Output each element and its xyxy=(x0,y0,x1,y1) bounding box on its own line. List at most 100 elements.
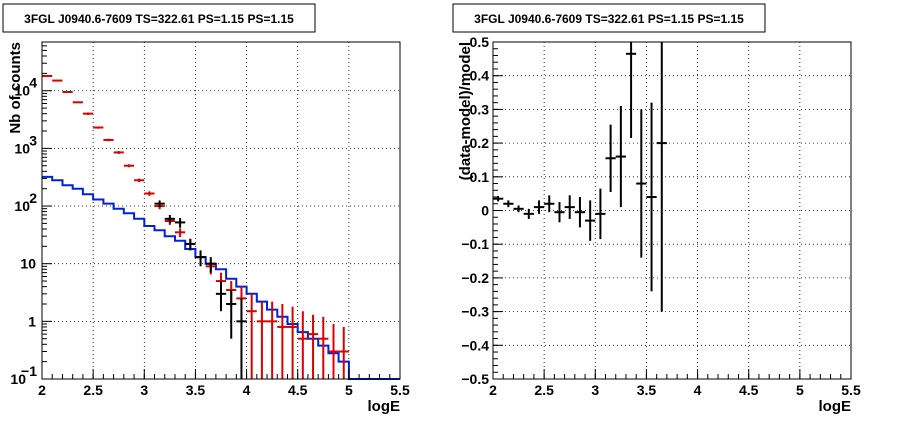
left-black-point xyxy=(215,281,227,312)
left-black-point xyxy=(185,238,196,251)
left-grid xyxy=(42,42,400,379)
left-y-tick-exponent: 3 xyxy=(29,132,37,148)
right-data-points xyxy=(493,42,667,312)
right-y-tick-label: −0.2 xyxy=(461,270,489,286)
right-y-tick-label: 0.3 xyxy=(470,101,490,117)
right-data-point xyxy=(605,124,616,192)
left-y-tick-label: 10 xyxy=(10,371,26,387)
left-y-tick-exponent: 4 xyxy=(29,75,37,91)
left-red-point xyxy=(328,323,339,379)
right-x-tick-label: 5 xyxy=(796,382,804,398)
right-data-point xyxy=(574,197,586,228)
left-red-point xyxy=(174,228,186,238)
right-data-point xyxy=(533,200,545,214)
right-y-tick-label: −0.1 xyxy=(461,236,489,252)
left-x-tick-label: 5 xyxy=(345,382,353,398)
right-data-point xyxy=(595,188,606,240)
left-panel: 3FGL J0940.6-7609 TS=322.61 PS=1.15 PS=1… xyxy=(2,3,410,415)
left-red-point xyxy=(42,75,53,78)
left-x-tick-label: 4.5 xyxy=(288,382,308,398)
right-x-tick-label: 5.5 xyxy=(841,382,861,398)
right-data-point xyxy=(646,102,657,292)
left-x-tick-label: 2.5 xyxy=(83,382,103,398)
left-y-tick-label: 10 xyxy=(20,256,36,272)
right-y-tick-label: 0.1 xyxy=(470,169,490,185)
right-y-tick-label: −0.4 xyxy=(461,337,489,353)
left-x-tick-label: 4 xyxy=(243,382,251,398)
left-chart-title: 3FGL J0940.6-7609 TS=322.61 PS=1.15 PS=1… xyxy=(24,12,294,26)
right-y-axis-label: (data-model)/model xyxy=(457,42,474,180)
right-chart-title: 3FGL J0940.6-7609 TS=322.61 PS=1.15 PS=1… xyxy=(474,12,744,26)
left-red-point xyxy=(277,303,288,379)
right-x-tick-label: 2.5 xyxy=(534,382,554,398)
left-x-tick-label: 3.5 xyxy=(186,382,206,398)
right-axis-ticks: 2 2.5 3 3.5 4 4.5 5 5.5 −0.5 −0.4 −0.3 −0.2 −0.1 0 0.1… xyxy=(461,34,861,398)
left-y-tick-label: 1 xyxy=(28,313,36,329)
left-x-tick-label: 3 xyxy=(140,382,148,398)
left-black-point xyxy=(226,289,237,339)
left-data-points xyxy=(42,75,349,379)
left-red-point xyxy=(134,178,145,183)
right-x-tick-label: 4 xyxy=(694,382,702,398)
right-x-tick-label: 2 xyxy=(489,382,497,398)
left-y-tick-label: 10 xyxy=(14,83,30,99)
left-black-point xyxy=(164,214,175,224)
left-plot-frame xyxy=(41,41,401,380)
left-red-point xyxy=(103,138,114,142)
left-title-box xyxy=(2,3,316,33)
left-x-tick-label: 5.5 xyxy=(390,382,410,398)
left-red-point xyxy=(72,101,83,104)
left-red-point xyxy=(82,112,94,115)
left-y-tick-label: 10 xyxy=(14,140,30,156)
right-x-axis-label: logE xyxy=(819,398,852,415)
left-red-point xyxy=(307,314,319,379)
right-data-point xyxy=(615,106,626,208)
left-black-point xyxy=(205,257,216,273)
right-data-point xyxy=(585,200,596,241)
right-data-point xyxy=(625,42,637,139)
right-y-tick-label: 0.2 xyxy=(470,135,490,151)
right-data-point xyxy=(564,195,575,219)
left-red-point xyxy=(267,301,278,379)
left-red-point xyxy=(338,326,349,379)
right-x-tick-label: 3 xyxy=(591,382,599,398)
right-data-point xyxy=(523,208,534,219)
left-x-axis-label: logE xyxy=(368,398,401,415)
left-red-point xyxy=(256,301,268,379)
right-grid xyxy=(493,42,851,379)
right-x-tick-label: 4.5 xyxy=(739,382,759,398)
left-red-point xyxy=(318,316,329,379)
right-title-box xyxy=(452,3,766,33)
right-y-tick-label: 0.5 xyxy=(470,34,490,50)
left-red-point xyxy=(144,191,155,196)
right-x-tick-label: 3.5 xyxy=(637,382,657,398)
left-red-point xyxy=(113,151,124,154)
left-red-point xyxy=(287,306,298,379)
left-red-point xyxy=(123,164,135,168)
right-data-point xyxy=(503,200,514,208)
left-red-point xyxy=(62,91,73,94)
left-black-point xyxy=(236,298,247,379)
left-red-point xyxy=(93,126,104,129)
right-y-tick-label: −0.5 xyxy=(461,371,489,387)
right-data-point xyxy=(544,195,555,213)
left-y-tick-exponent: −1 xyxy=(21,363,37,379)
right-data-point xyxy=(554,202,565,223)
left-red-point xyxy=(52,79,63,82)
right-panel: 3FGL J0940.6-7609 TS=322.61 PS=1.15 PS=1… xyxy=(452,3,861,415)
left-black-point xyxy=(154,200,165,208)
right-y-tick-label: −0.3 xyxy=(461,304,489,320)
right-data-point xyxy=(493,196,504,202)
left-y-axis-label: Nb of counts xyxy=(7,42,24,134)
left-red-point xyxy=(246,293,257,379)
right-data-point xyxy=(513,205,524,213)
right-y-tick-label: 0 xyxy=(481,203,489,219)
right-data-point xyxy=(656,42,667,312)
left-x-tick-label: 2 xyxy=(38,382,46,398)
left-y-tick-exponent: 2 xyxy=(29,190,37,206)
left-black-point xyxy=(174,218,186,228)
right-data-point xyxy=(636,109,647,258)
left-y-tick-label: 10 xyxy=(14,198,30,214)
left-red-point xyxy=(297,311,308,379)
